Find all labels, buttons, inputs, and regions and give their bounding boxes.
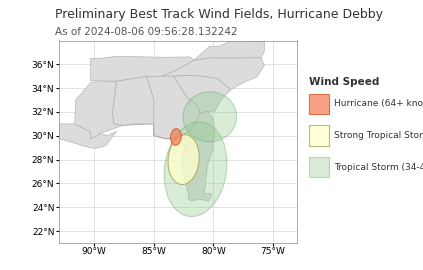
Bar xyxy=(309,157,330,177)
Polygon shape xyxy=(113,76,154,126)
Text: Wind Speed: Wind Speed xyxy=(309,77,379,87)
Polygon shape xyxy=(162,58,264,90)
Ellipse shape xyxy=(168,135,199,185)
Polygon shape xyxy=(173,76,231,113)
Text: Tropical Storm (34-49 knots): Tropical Storm (34-49 knots) xyxy=(334,163,423,171)
Text: Strong Tropical Storm (50-63 knots): Strong Tropical Storm (50-63 knots) xyxy=(334,131,423,140)
Bar xyxy=(309,94,330,114)
Polygon shape xyxy=(49,124,117,148)
Text: Hurricane (64+ knots): Hurricane (64+ knots) xyxy=(334,99,423,108)
Bar xyxy=(309,125,330,146)
Polygon shape xyxy=(91,56,194,81)
Text: As of 2024-08-06 09:56:28.132242: As of 2024-08-06 09:56:28.132242 xyxy=(55,27,238,37)
Text: Preliminary Best Track Wind Fields, Hurricane Debby: Preliminary Best Track Wind Fields, Hurr… xyxy=(55,8,383,21)
Polygon shape xyxy=(147,76,200,139)
Ellipse shape xyxy=(170,129,181,145)
Polygon shape xyxy=(194,40,264,60)
Polygon shape xyxy=(123,112,214,201)
Ellipse shape xyxy=(164,122,227,217)
Polygon shape xyxy=(75,81,123,139)
Ellipse shape xyxy=(183,92,236,142)
